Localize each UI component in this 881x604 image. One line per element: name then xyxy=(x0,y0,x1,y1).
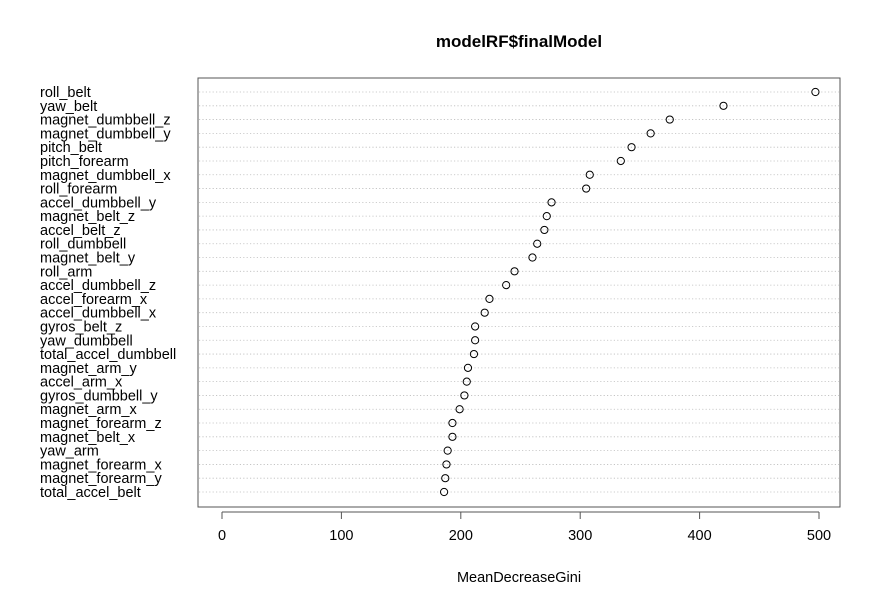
data-point xyxy=(441,474,450,483)
data-point xyxy=(533,239,542,248)
data-point xyxy=(585,170,594,179)
data-point xyxy=(469,349,479,359)
category-label: accel_forearm_x xyxy=(40,292,148,308)
category-label: total_accel_belt xyxy=(40,485,141,501)
category-label: total_accel_dumbbell xyxy=(40,347,176,363)
data-point xyxy=(616,156,625,166)
plot-frame xyxy=(197,77,841,508)
data-point xyxy=(485,294,494,303)
category-label: accel_dumbbell_z xyxy=(40,278,156,294)
data-point xyxy=(442,460,451,469)
category-label: accel_dumbbell_x xyxy=(40,306,157,322)
data-point xyxy=(463,363,473,372)
x-tick-label: 0 xyxy=(218,528,226,544)
category-label: magnet_forearm_x xyxy=(40,457,162,473)
data-point xyxy=(510,267,519,276)
category-label: accel_arm_x xyxy=(40,375,123,391)
category-label: magnet_dumbbell_y xyxy=(40,126,171,142)
data-point xyxy=(460,391,469,400)
data-point xyxy=(443,446,452,455)
category-label: roll_forearm xyxy=(40,182,117,198)
data-point xyxy=(480,308,489,317)
data-point xyxy=(448,418,457,428)
category-label: pitch_belt xyxy=(40,140,102,156)
data-point xyxy=(719,101,728,110)
data-points xyxy=(439,87,820,497)
category-label: gyros_dumbbell_y xyxy=(40,388,158,404)
data-point xyxy=(811,87,820,97)
category-label: magnet_arm_y xyxy=(40,361,137,377)
category-labels: roll_beltyaw_beltmagnet_dumbbell_zmagnet… xyxy=(40,85,176,501)
category-label: pitch_forearm xyxy=(40,154,129,170)
data-point xyxy=(448,432,457,441)
chart-title: modelRF$finalModel xyxy=(436,32,602,51)
x-axis: 0 100 200 300 400 500 xyxy=(218,511,831,544)
data-point xyxy=(665,115,674,124)
x-tick-label: 100 xyxy=(329,528,353,544)
data-point xyxy=(542,212,551,221)
category-label: magnet_dumbbell_z xyxy=(40,113,171,129)
x-tick-label: 500 xyxy=(807,528,831,544)
data-point xyxy=(462,377,471,386)
category-label: yaw_dumbbell xyxy=(40,333,133,349)
category-label: yaw_arm xyxy=(40,444,99,460)
category-label: magnet_belt_y xyxy=(40,251,136,267)
data-point xyxy=(439,487,449,497)
data-point xyxy=(627,143,636,152)
category-label: roll_dumbbell xyxy=(40,237,126,253)
data-point xyxy=(528,253,537,262)
data-point xyxy=(547,198,556,207)
category-label: accel_dumbbell_y xyxy=(40,195,157,211)
category-label: yaw_belt xyxy=(40,99,97,115)
category-label: roll_arm xyxy=(40,264,92,280)
data-point xyxy=(646,129,655,138)
guide-lines xyxy=(199,91,839,493)
data-point xyxy=(471,322,480,331)
x-tick-label: 200 xyxy=(449,528,473,544)
x-tick-label: 300 xyxy=(568,528,592,544)
category-label: magnet_belt_z xyxy=(40,209,135,225)
data-point xyxy=(502,281,511,290)
category-label: magnet_forearm_y xyxy=(40,471,162,487)
data-point xyxy=(455,405,464,414)
category-label: gyros_belt_z xyxy=(40,319,122,335)
category-label: accel_belt_z xyxy=(40,223,121,239)
category-label: roll_belt xyxy=(40,85,91,101)
data-point xyxy=(540,225,549,235)
category-label: magnet_dumbbell_x xyxy=(40,168,171,184)
data-point xyxy=(471,336,480,345)
category-label: magnet_arm_x xyxy=(40,402,137,418)
x-axis-label: MeanDecreaseGini xyxy=(457,570,581,586)
data-point xyxy=(582,184,591,193)
category-label: magnet_forearm_z xyxy=(40,416,162,432)
category-label: magnet_belt_x xyxy=(40,430,136,446)
x-tick-label: 400 xyxy=(687,528,711,544)
